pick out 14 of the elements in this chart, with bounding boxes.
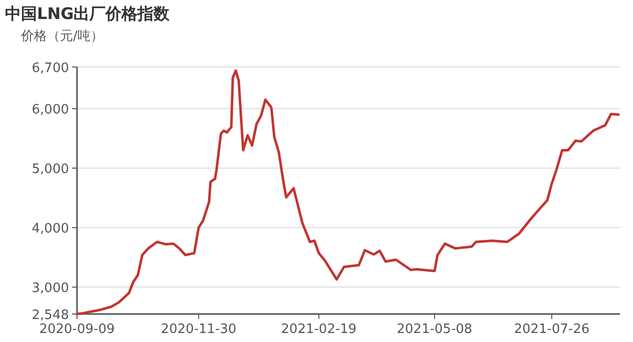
- y-axis-title: 价格（元/吨）: [20, 29, 104, 44]
- line-series: [76, 69, 620, 316]
- x-tick-label: 2021-07-26: [514, 322, 590, 337]
- x-tick-label: 2020-11-30: [160, 322, 236, 337]
- y-tick-label: 3,000: [32, 281, 69, 296]
- chart-title: 中国LNG出厂价格指数: [5, 4, 171, 23]
- y-tick-label: 5,000: [32, 162, 69, 178]
- x-tick-label: 2021-05-08: [396, 322, 472, 337]
- x-tick-label: 2021-02-19: [281, 322, 357, 337]
- y-tick-label: 2,548: [32, 308, 69, 323]
- x-tick-label: 2020-09-09: [39, 322, 115, 337]
- y-tick-label: 6,000: [32, 102, 69, 118]
- y-tick-label: 6,700: [32, 61, 69, 76]
- y-tick-label: 4,000: [32, 222, 69, 237]
